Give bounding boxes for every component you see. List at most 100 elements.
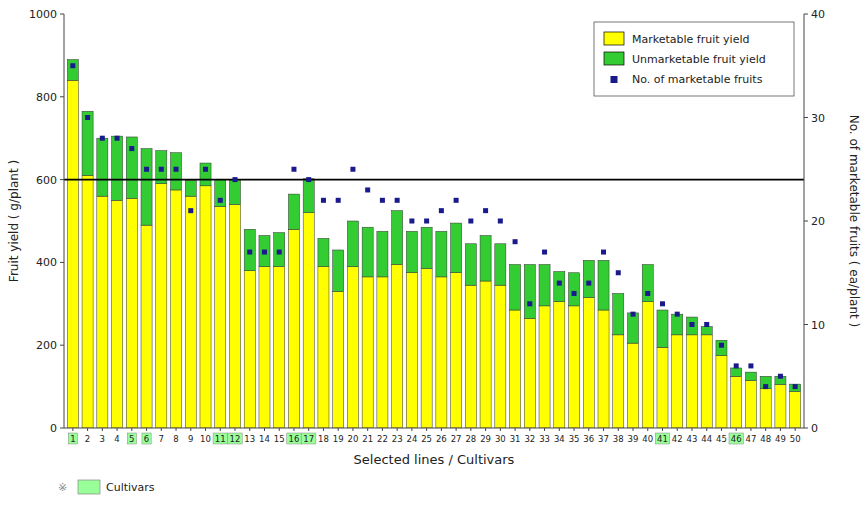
tick: [293, 428, 294, 431]
marker: [70, 63, 75, 68]
tick-label: 2: [85, 434, 90, 444]
bar: [716, 356, 727, 428]
bar: [126, 137, 137, 198]
legend-swatch: [604, 52, 624, 65]
marker: [483, 208, 488, 213]
marker: [203, 167, 208, 172]
tick: [804, 14, 808, 15]
bar: [333, 250, 344, 291]
tick: [470, 428, 471, 431]
tick: [60, 262, 64, 263]
bar: [259, 267, 270, 428]
bar: [613, 293, 624, 334]
tick: [456, 428, 457, 431]
bar: [377, 277, 388, 428]
marker: [380, 198, 385, 203]
bar: [480, 235, 491, 281]
tick-label: 39: [628, 434, 639, 444]
tick-label: 33: [539, 434, 550, 444]
bar: [480, 281, 491, 428]
bar: [790, 384, 801, 391]
bar: [259, 235, 270, 266]
bar: [672, 335, 683, 428]
tick-label: 42: [672, 434, 683, 444]
tick-label: 30: [495, 434, 506, 444]
bar: [333, 291, 344, 428]
highlight-box: [68, 433, 77, 444]
bar: [672, 314, 683, 335]
bar: [583, 260, 594, 297]
tick-label: 10: [200, 434, 211, 444]
tick: [780, 428, 781, 431]
marker: [159, 167, 164, 172]
bar: [229, 180, 240, 205]
bar: [215, 207, 226, 428]
tick-label: 9: [188, 434, 193, 444]
bar: [598, 310, 609, 428]
marker: [763, 384, 768, 389]
marker: [778, 374, 783, 379]
bar: [288, 229, 299, 428]
tick-label: 22: [377, 434, 388, 444]
tick: [804, 221, 808, 222]
bar: [554, 272, 565, 302]
bar: [451, 223, 462, 273]
tick-label: 10: [811, 319, 825, 332]
tick-label: 200: [36, 339, 57, 352]
tick-label: 15: [274, 434, 285, 444]
marker: [424, 219, 429, 224]
tick: [161, 428, 162, 431]
bar: [745, 380, 756, 428]
tick-label: 50: [790, 434, 801, 444]
marker: [586, 281, 591, 286]
tick-label: 30: [811, 112, 825, 125]
bar: [244, 229, 255, 270]
bar: [244, 271, 255, 428]
tick: [691, 428, 692, 431]
bar: [274, 267, 285, 428]
legend-swatch: [611, 76, 618, 83]
bar: [200, 163, 211, 186]
marker: [336, 198, 341, 203]
tick-label: 37: [598, 434, 609, 444]
bar: [436, 277, 447, 428]
marker: [232, 177, 237, 182]
tick: [677, 428, 678, 431]
marker: [144, 167, 149, 172]
marker: [409, 219, 414, 224]
tick: [411, 428, 412, 431]
marker: [115, 136, 120, 141]
marker: [719, 343, 724, 348]
bar: [392, 211, 403, 265]
bar: [554, 302, 565, 428]
tick-label: 29: [480, 434, 491, 444]
marker: [350, 167, 355, 172]
tick: [87, 428, 88, 431]
tick-label: 1: [70, 434, 75, 444]
y-axis-label: Fruit yield ( g/plant ): [7, 160, 21, 282]
tick-label: 23: [392, 434, 403, 444]
highlight-box: [213, 433, 227, 444]
tick: [205, 428, 206, 431]
tick-label: 24: [406, 434, 417, 444]
bar: [215, 180, 226, 207]
tick-label: 800: [36, 91, 57, 104]
marker: [704, 322, 709, 327]
bar: [67, 80, 78, 428]
legend-box: [594, 22, 794, 96]
marker: [306, 177, 311, 182]
tick: [736, 428, 737, 431]
bar: [274, 233, 285, 267]
bar: [790, 392, 801, 428]
legend-swatch: [604, 32, 624, 45]
bar: [731, 368, 742, 376]
marker: [247, 250, 252, 255]
marker: [675, 312, 680, 317]
bar: [303, 213, 314, 428]
bar: [141, 225, 152, 428]
marker: [660, 301, 665, 306]
bar: [362, 227, 373, 277]
tick-label: 8: [173, 434, 178, 444]
bar: [303, 179, 314, 213]
bar: [642, 302, 653, 428]
